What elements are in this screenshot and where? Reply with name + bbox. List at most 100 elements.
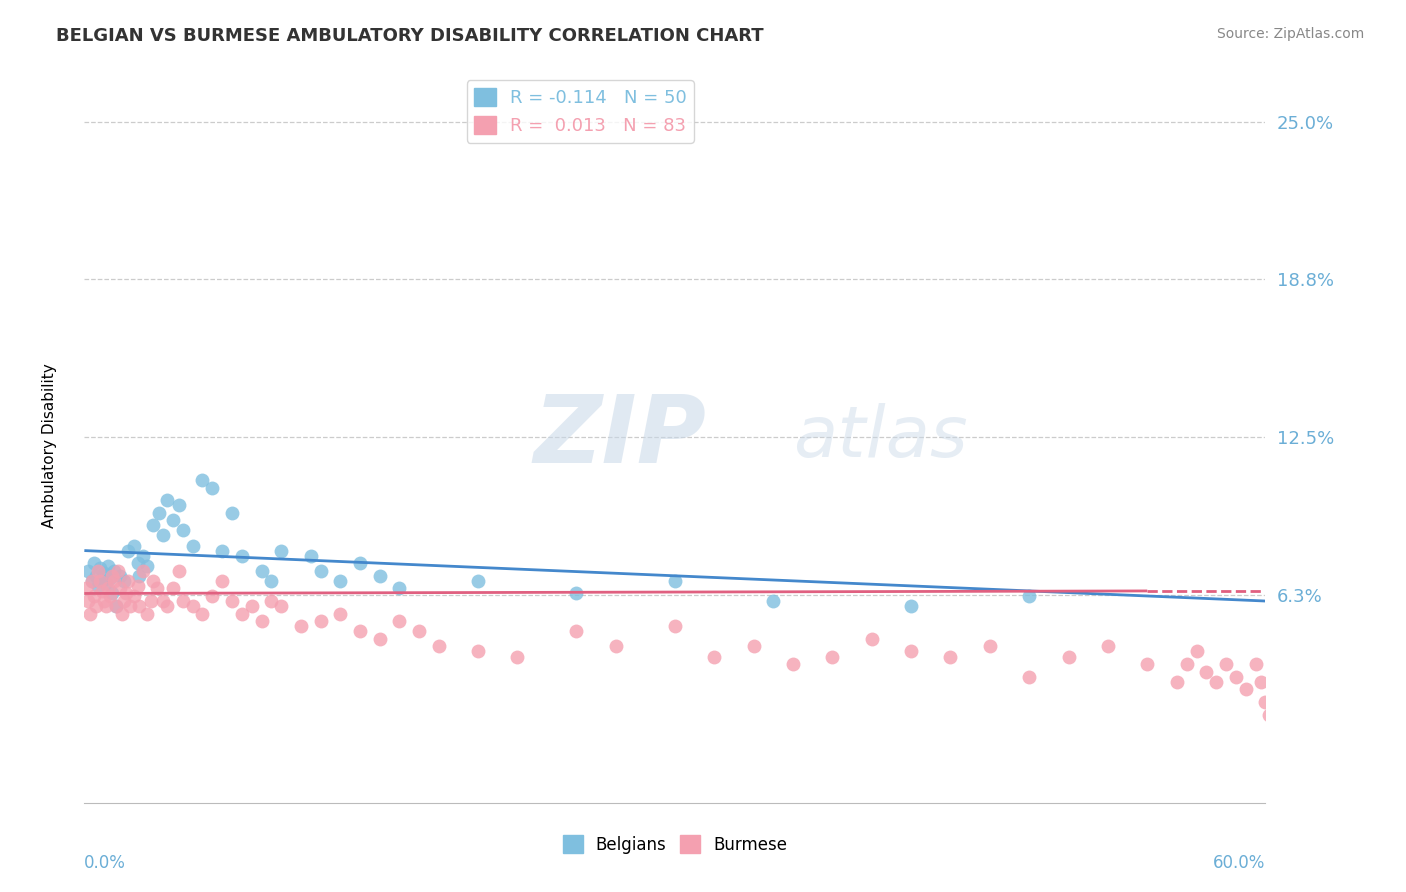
Point [167,498,190,512]
Point [703,649,725,664]
Point [114,586,136,600]
Point [98,589,121,603]
Point [142,574,165,588]
Point [201,589,224,603]
Point [565,586,588,600]
Point [388,614,411,628]
Point [82,574,104,588]
Text: Source: ZipAtlas.com: Source: ZipAtlas.com [1216,27,1364,41]
Point [94,576,117,591]
Point [1215,657,1237,671]
Point [1097,640,1119,654]
Point [75,582,97,596]
Point [112,574,135,588]
Text: Ambulatory Disability: Ambulatory Disability [42,364,56,528]
Point [84,569,107,583]
Point [309,564,332,578]
Point [368,569,391,583]
Point [1250,674,1272,689]
Point [87,579,110,593]
Point [77,564,100,578]
Point [118,599,141,613]
Point [117,543,139,558]
Point [108,569,131,583]
Point [605,640,627,654]
Point [664,574,686,588]
Point [1195,665,1218,679]
Point [1244,657,1267,671]
Point [979,640,1001,654]
Point [191,473,214,487]
Point [782,657,804,671]
Text: atlas: atlas [793,402,967,472]
Point [89,574,111,588]
Point [94,599,117,613]
Point [1205,674,1227,689]
Point [122,589,145,603]
Point [132,549,155,563]
Point [128,569,150,583]
Point [148,506,170,520]
Point [565,624,588,639]
Point [1166,674,1188,689]
Point [349,624,371,639]
Point [221,506,243,520]
Point [467,574,489,588]
Point [79,607,101,621]
Point [87,564,110,578]
Point [132,564,155,578]
Point [84,599,107,613]
Point [103,564,125,578]
Point [240,599,263,613]
Point [270,599,292,613]
Point [162,582,184,596]
Point [111,607,134,621]
Point [93,594,115,608]
Point [98,571,121,585]
Point [101,569,124,583]
Point [156,599,179,613]
Point [104,599,127,613]
Point [260,594,283,608]
Point [1175,657,1198,671]
Point [136,558,159,573]
Point [1136,657,1159,671]
Point [117,574,139,588]
Point [201,481,224,495]
Point [231,607,253,621]
Text: 0.0%: 0.0% [84,854,127,872]
Point [172,524,194,538]
Point [104,599,127,613]
Point [900,599,922,613]
Point [211,543,233,558]
Point [152,528,174,542]
Point [152,594,174,608]
Point [1018,589,1040,603]
Point [107,564,129,578]
Point [388,582,411,596]
Point [1185,644,1208,658]
Point [250,614,273,628]
Point [408,624,430,639]
Point [221,594,243,608]
Point [329,607,352,621]
Point [181,539,204,553]
Point [181,599,204,613]
Point [172,594,194,608]
Point [108,582,131,596]
Point [1057,649,1080,664]
Point [91,574,114,588]
Point [1254,695,1277,709]
Text: BELGIAN VS BURMESE AMBULATORY DISABILITY CORRELATION CHART: BELGIAN VS BURMESE AMBULATORY DISABILITY… [56,27,763,45]
Point [93,566,115,581]
Point [742,640,765,654]
Point [309,614,332,628]
Point [821,649,844,664]
Point [83,556,105,570]
Point [270,543,292,558]
Point [97,558,120,573]
Text: 60.0%: 60.0% [1213,854,1265,872]
Point [299,549,322,563]
Point [91,583,114,598]
Point [506,649,529,664]
